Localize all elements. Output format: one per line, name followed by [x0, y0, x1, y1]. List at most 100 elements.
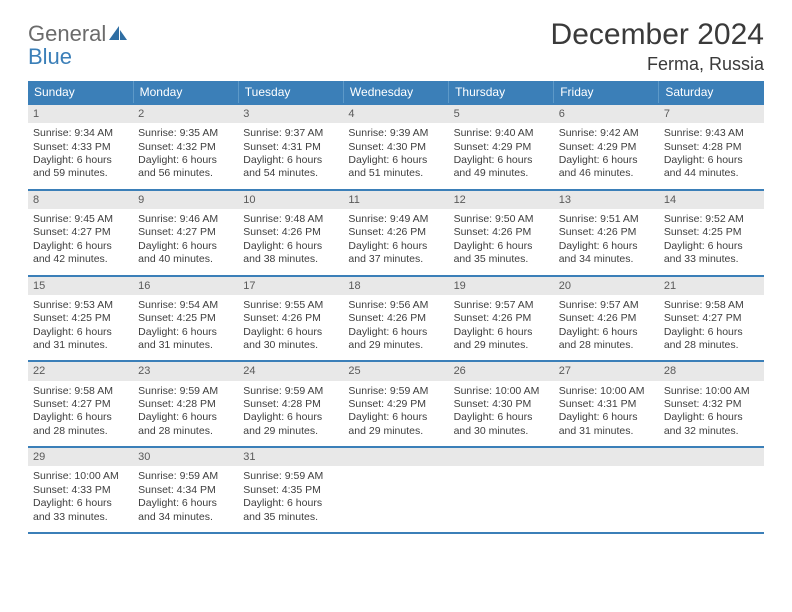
day-number — [659, 448, 764, 466]
sunrise-line: Sunrise: 9:59 AM — [243, 470, 338, 483]
sunset-line: Sunset: 4:34 PM — [138, 484, 233, 497]
sunrise-line: Sunrise: 9:43 AM — [664, 127, 759, 140]
sunset-line: Sunset: 4:26 PM — [243, 312, 338, 325]
day-number: 18 — [343, 277, 448, 295]
day-body: Sunrise: 9:46 AMSunset: 4:27 PMDaylight:… — [133, 209, 238, 275]
daylight-line: Daylight: 6 hours and 46 minutes. — [559, 154, 654, 181]
weekday-header: Saturday — [659, 81, 764, 104]
daylight-line: Daylight: 6 hours and 33 minutes. — [33, 497, 128, 524]
day-body: Sunrise: 9:40 AMSunset: 4:29 PMDaylight:… — [449, 123, 554, 189]
day-number: 31 — [238, 448, 343, 466]
sunset-line: Sunset: 4:25 PM — [33, 312, 128, 325]
sunrise-line: Sunrise: 9:52 AM — [664, 213, 759, 226]
daylight-line: Daylight: 6 hours and 31 minutes. — [559, 411, 654, 438]
sunrise-line: Sunrise: 9:56 AM — [348, 299, 443, 312]
daylight-line: Daylight: 6 hours and 35 minutes. — [454, 240, 549, 267]
day-body: Sunrise: 9:53 AMSunset: 4:25 PMDaylight:… — [28, 295, 133, 361]
day-body: Sunrise: 9:58 AMSunset: 4:27 PMDaylight:… — [28, 381, 133, 447]
calendar-cell: 5Sunrise: 9:40 AMSunset: 4:29 PMDaylight… — [449, 104, 554, 190]
calendar-cell: 31Sunrise: 9:59 AMSunset: 4:35 PMDayligh… — [238, 447, 343, 533]
daylight-line: Daylight: 6 hours and 59 minutes. — [33, 154, 128, 181]
calendar-row: 22Sunrise: 9:58 AMSunset: 4:27 PMDayligh… — [28, 361, 764, 447]
day-body: Sunrise: 9:49 AMSunset: 4:26 PMDaylight:… — [343, 209, 448, 275]
day-number: 3 — [238, 105, 343, 123]
calendar-cell — [449, 447, 554, 533]
day-body: Sunrise: 9:37 AMSunset: 4:31 PMDaylight:… — [238, 123, 343, 189]
sunrise-line: Sunrise: 9:59 AM — [138, 385, 233, 398]
sunset-line: Sunset: 4:28 PM — [138, 398, 233, 411]
day-body: Sunrise: 10:00 AMSunset: 4:30 PMDaylight… — [449, 381, 554, 447]
daylight-line: Daylight: 6 hours and 28 minutes. — [33, 411, 128, 438]
day-number: 23 — [133, 362, 238, 380]
day-body: Sunrise: 9:55 AMSunset: 4:26 PMDaylight:… — [238, 295, 343, 361]
day-number: 16 — [133, 277, 238, 295]
sunrise-line: Sunrise: 9:35 AM — [138, 127, 233, 140]
calendar-cell — [343, 447, 448, 533]
calendar-cell: 12Sunrise: 9:50 AMSunset: 4:26 PMDayligh… — [449, 190, 554, 276]
sunset-line: Sunset: 4:26 PM — [559, 312, 654, 325]
sunrise-line: Sunrise: 9:49 AM — [348, 213, 443, 226]
day-number: 22 — [28, 362, 133, 380]
day-body: Sunrise: 9:45 AMSunset: 4:27 PMDaylight:… — [28, 209, 133, 275]
sunset-line: Sunset: 4:27 PM — [138, 226, 233, 239]
logo-sail-icon — [108, 21, 128, 46]
sunrise-line: Sunrise: 9:45 AM — [33, 213, 128, 226]
calendar-cell: 11Sunrise: 9:49 AMSunset: 4:26 PMDayligh… — [343, 190, 448, 276]
sunrise-line: Sunrise: 9:48 AM — [243, 213, 338, 226]
day-body: Sunrise: 10:00 AMSunset: 4:32 PMDaylight… — [659, 381, 764, 447]
day-body: Sunrise: 9:39 AMSunset: 4:30 PMDaylight:… — [343, 123, 448, 189]
sunrise-line: Sunrise: 9:42 AM — [559, 127, 654, 140]
sunset-line: Sunset: 4:26 PM — [243, 226, 338, 239]
calendar-table: Sunday Monday Tuesday Wednesday Thursday… — [28, 81, 764, 534]
calendar-cell: 16Sunrise: 9:54 AMSunset: 4:25 PMDayligh… — [133, 276, 238, 362]
weekday-header: Monday — [133, 81, 238, 104]
day-number: 7 — [659, 105, 764, 123]
sunrise-line: Sunrise: 9:46 AM — [138, 213, 233, 226]
weekday-header: Tuesday — [238, 81, 343, 104]
day-number: 8 — [28, 191, 133, 209]
day-number: 4 — [343, 105, 448, 123]
daylight-line: Daylight: 6 hours and 29 minutes. — [454, 326, 549, 353]
sunrise-line: Sunrise: 10:00 AM — [559, 385, 654, 398]
day-number — [343, 448, 448, 466]
sunrise-line: Sunrise: 9:51 AM — [559, 213, 654, 226]
daylight-line: Daylight: 6 hours and 54 minutes. — [243, 154, 338, 181]
day-number: 2 — [133, 105, 238, 123]
calendar-cell: 13Sunrise: 9:51 AMSunset: 4:26 PMDayligh… — [554, 190, 659, 276]
calendar-cell: 27Sunrise: 10:00 AMSunset: 4:31 PMDaylig… — [554, 361, 659, 447]
day-body: Sunrise: 9:43 AMSunset: 4:28 PMDaylight:… — [659, 123, 764, 189]
daylight-line: Daylight: 6 hours and 34 minutes. — [559, 240, 654, 267]
sunset-line: Sunset: 4:29 PM — [348, 398, 443, 411]
day-number: 9 — [133, 191, 238, 209]
calendar-cell: 3Sunrise: 9:37 AMSunset: 4:31 PMDaylight… — [238, 104, 343, 190]
day-number: 29 — [28, 448, 133, 466]
daylight-line: Daylight: 6 hours and 44 minutes. — [664, 154, 759, 181]
day-body — [343, 466, 448, 528]
calendar-row: 15Sunrise: 9:53 AMSunset: 4:25 PMDayligh… — [28, 276, 764, 362]
day-body — [554, 466, 659, 528]
sunset-line: Sunset: 4:25 PM — [664, 226, 759, 239]
day-body: Sunrise: 9:58 AMSunset: 4:27 PMDaylight:… — [659, 295, 764, 361]
day-body: Sunrise: 10:00 AMSunset: 4:31 PMDaylight… — [554, 381, 659, 447]
daylight-line: Daylight: 6 hours and 30 minutes. — [243, 326, 338, 353]
calendar-cell: 10Sunrise: 9:48 AMSunset: 4:26 PMDayligh… — [238, 190, 343, 276]
day-number: 15 — [28, 277, 133, 295]
sunrise-line: Sunrise: 9:37 AM — [243, 127, 338, 140]
calendar-cell: 1Sunrise: 9:34 AMSunset: 4:33 PMDaylight… — [28, 104, 133, 190]
calendar-cell — [554, 447, 659, 533]
logo: General Blue — [28, 18, 128, 68]
sunrise-line: Sunrise: 9:59 AM — [138, 470, 233, 483]
calendar-cell: 17Sunrise: 9:55 AMSunset: 4:26 PMDayligh… — [238, 276, 343, 362]
calendar-cell: 18Sunrise: 9:56 AMSunset: 4:26 PMDayligh… — [343, 276, 448, 362]
daylight-line: Daylight: 6 hours and 42 minutes. — [33, 240, 128, 267]
title-block: December 2024 Ferma, Russia — [551, 18, 764, 75]
day-number: 11 — [343, 191, 448, 209]
calendar-row: 29Sunrise: 10:00 AMSunset: 4:33 PMDaylig… — [28, 447, 764, 533]
day-number: 5 — [449, 105, 554, 123]
day-number: 19 — [449, 277, 554, 295]
sunrise-line: Sunrise: 9:39 AM — [348, 127, 443, 140]
calendar-row: 1Sunrise: 9:34 AMSunset: 4:33 PMDaylight… — [28, 104, 764, 190]
day-body — [659, 466, 764, 528]
sunrise-line: Sunrise: 10:00 AM — [664, 385, 759, 398]
sunset-line: Sunset: 4:27 PM — [33, 398, 128, 411]
